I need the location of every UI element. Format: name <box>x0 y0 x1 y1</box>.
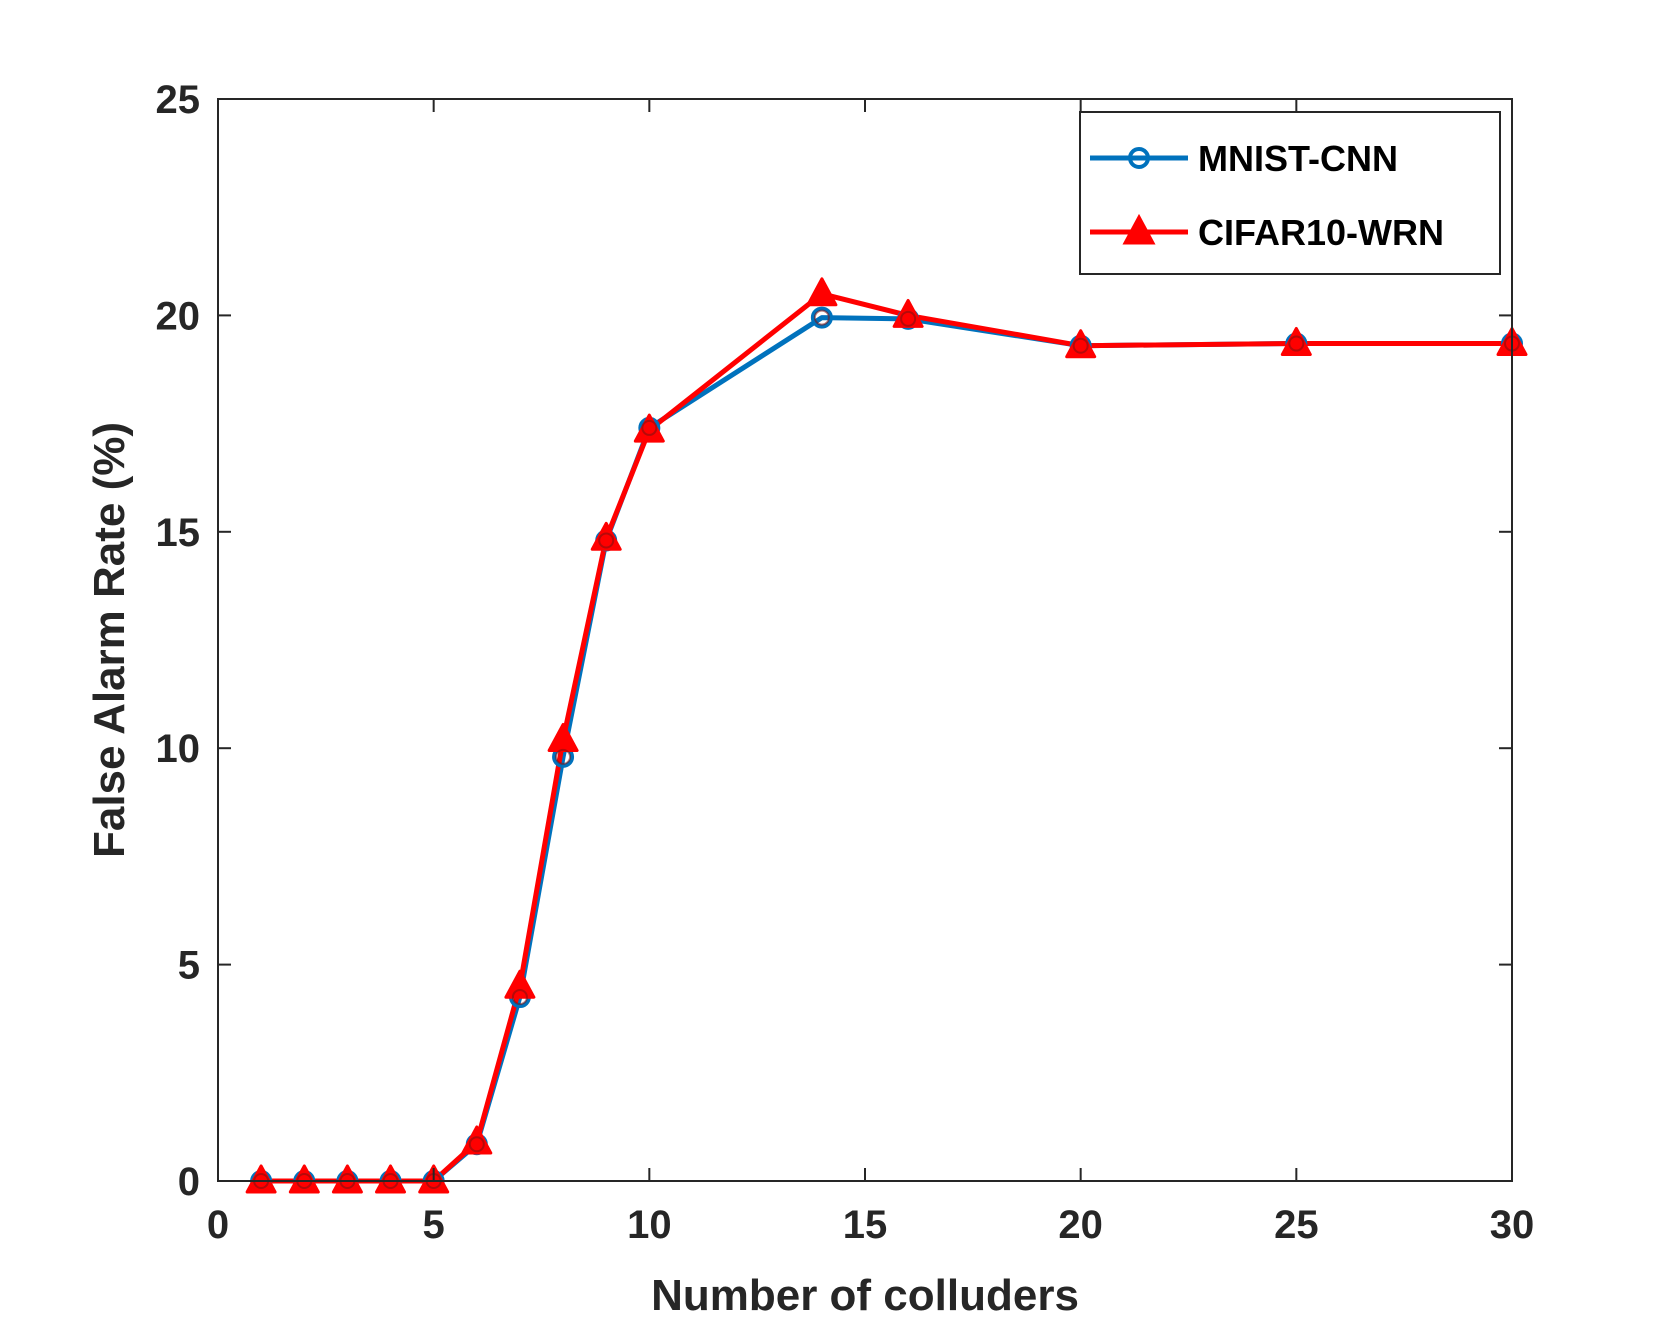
y-tick-label: 25 <box>156 78 201 122</box>
x-axis-label: Number of colluders <box>651 1271 1079 1320</box>
data-point-overlap-outline <box>511 989 528 1006</box>
data-point-circle <box>810 306 833 329</box>
x-tick-label: 15 <box>843 1203 888 1247</box>
data-point-overlap-outline <box>598 532 615 549</box>
data-point-triangle <box>806 277 838 307</box>
x-tick-label: 20 <box>1058 1203 1103 1247</box>
x-tick-label: 25 <box>1274 1203 1319 1247</box>
x-tick-label: 5 <box>423 1203 445 1247</box>
legend-marker-circle-icon <box>1128 147 1150 169</box>
y-tick-label: 5 <box>178 944 200 988</box>
x-tick-label: 0 <box>207 1203 229 1247</box>
legend-marker-triangle-icon <box>1122 213 1156 245</box>
y-tick-label: 10 <box>156 727 201 771</box>
data-point-overlap-outline <box>1288 335 1305 352</box>
data-point-overlap-outline <box>900 310 917 327</box>
data-point-overlap-outline <box>468 1136 485 1153</box>
plot-area <box>218 99 1512 1181</box>
legend: MNIST-CNN CIFAR10-WRN <box>1079 111 1501 275</box>
x-tick-label: 10 <box>627 1203 672 1247</box>
data-point-overlap-outline <box>555 748 572 765</box>
y-tick-label: 0 <box>178 1160 200 1204</box>
data-point-overlap-outline <box>1072 337 1089 354</box>
data-point-overlap-outline <box>813 309 830 326</box>
y-axis-label: False Alarm Rate (%) <box>85 422 134 858</box>
legend-entry-mnist-cnn: MNIST-CNN <box>1198 138 1398 179</box>
tick-labels-layer: 0 5 10 15 20 25 30 0 5 10 15 20 25 <box>156 78 1535 1247</box>
axes-box <box>217 98 1513 1182</box>
data-point-triangle <box>504 969 536 999</box>
y-tick-label: 15 <box>156 511 201 555</box>
y-tick-label: 20 <box>156 294 201 338</box>
legend-box <box>1079 111 1501 275</box>
data-point-overlap-outline <box>641 419 658 436</box>
x-tick-label: 30 <box>1490 1203 1535 1247</box>
legend-entry-cifar10-wrn: CIFAR10-WRN <box>1198 212 1444 253</box>
